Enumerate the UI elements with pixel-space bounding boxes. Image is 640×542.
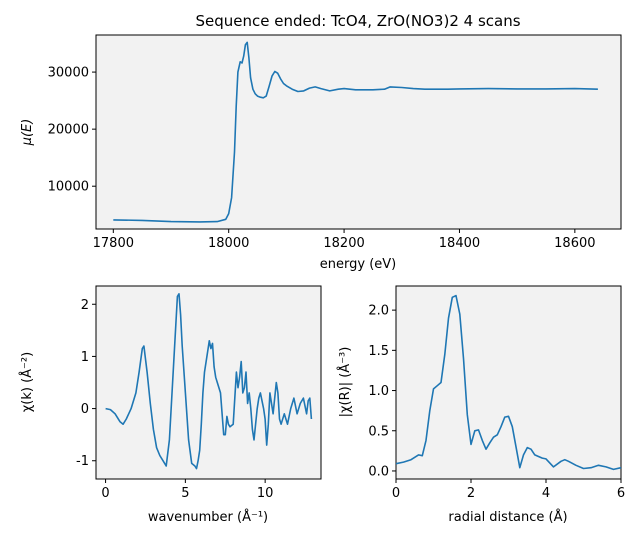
mu-x-tick-label: 18600 bbox=[554, 236, 595, 251]
chik-y-tick-label: 2 bbox=[81, 298, 89, 313]
panel-chik-ylabel: χ(k) (Å⁻²) bbox=[19, 352, 35, 412]
chik-x-tick-label: 5 bbox=[181, 486, 189, 501]
panel-chik-frame bbox=[95, 285, 322, 480]
chir-x-tick-label: 6 bbox=[617, 486, 625, 501]
chik-y-tick-label: 0 bbox=[81, 402, 89, 417]
chik-series-line-0 bbox=[105, 293, 313, 470]
panel-chik: 0 5 10 -1 0 1 2 wavenumber (Å⁻¹) χ(k) (Å⁻²) bbox=[19, 285, 322, 525]
panel-chir-ylabel: |χ(R)| (Å⁻³) bbox=[337, 347, 353, 418]
chir-x-tick-label: 2 bbox=[467, 486, 475, 501]
mu-y-tick-label: 10000 bbox=[48, 180, 89, 195]
panel-mu-marks: 17800 18000 18200 18400 18600 10000 20000 30000 bbox=[48, 41, 598, 251]
panel-chik-marks: 0 5 10 -1 0 1 2 bbox=[76, 293, 313, 501]
mu-x-tick-label: 18400 bbox=[439, 236, 480, 251]
panel-chir-frame bbox=[395, 285, 622, 480]
mu-x-tick-label: 17800 bbox=[93, 236, 134, 251]
chik-x-tick-label: 10 bbox=[257, 486, 274, 501]
mu-x-tick-label: 18000 bbox=[208, 236, 249, 251]
panel-chir-xlabel: radial distance (Å) bbox=[448, 509, 567, 525]
panel-chik-xlabel: wavenumber (Å⁻¹) bbox=[148, 509, 268, 525]
chir-x-tick-label: 0 bbox=[392, 486, 400, 501]
panel-mu-xlabel: energy (eV) bbox=[320, 257, 396, 272]
chir-y-tick-label: 0.5 bbox=[368, 424, 389, 439]
chir-y-tick-label: 2.0 bbox=[368, 304, 389, 319]
chir-y-tick-label: 1.5 bbox=[368, 344, 389, 359]
chik-y-tick-label: -1 bbox=[76, 454, 89, 469]
panel-mu-frame bbox=[95, 34, 622, 230]
mu-series-line-0 bbox=[113, 41, 598, 223]
panel-chir: 0 2 4 60.00.51.01.52.0 radial distance (Å) … bbox=[337, 285, 625, 525]
chik-x-tick-label: 0 bbox=[101, 486, 109, 501]
mu-y-tick-label: 30000 bbox=[48, 66, 89, 81]
figure-title: Sequence ended: TcO4, ZrO(NO3)2 4 scans bbox=[195, 12, 520, 30]
panel-mu-ylabel: μ(E) bbox=[20, 119, 35, 147]
chir-series-line-0 bbox=[395, 294, 622, 471]
mu-x-tick-label: 18200 bbox=[323, 236, 364, 251]
panel-chir-marks: 0 2 4 6 0.0 0.5 1.0 1.5 2.0 bbox=[368, 294, 625, 501]
chik-y-tick-label: 1 bbox=[81, 350, 89, 365]
chir-y-tick-label: 1.0 bbox=[368, 384, 389, 399]
panel-mu: 17800 18000 18200 18400 18600 10000 20000 30000… bbox=[20, 34, 622, 272]
mu-y-tick-label: 20000 bbox=[48, 123, 89, 138]
chir-y-tick-label: 0.0 bbox=[368, 464, 389, 479]
chir-x-tick-label: 4 bbox=[542, 486, 550, 501]
